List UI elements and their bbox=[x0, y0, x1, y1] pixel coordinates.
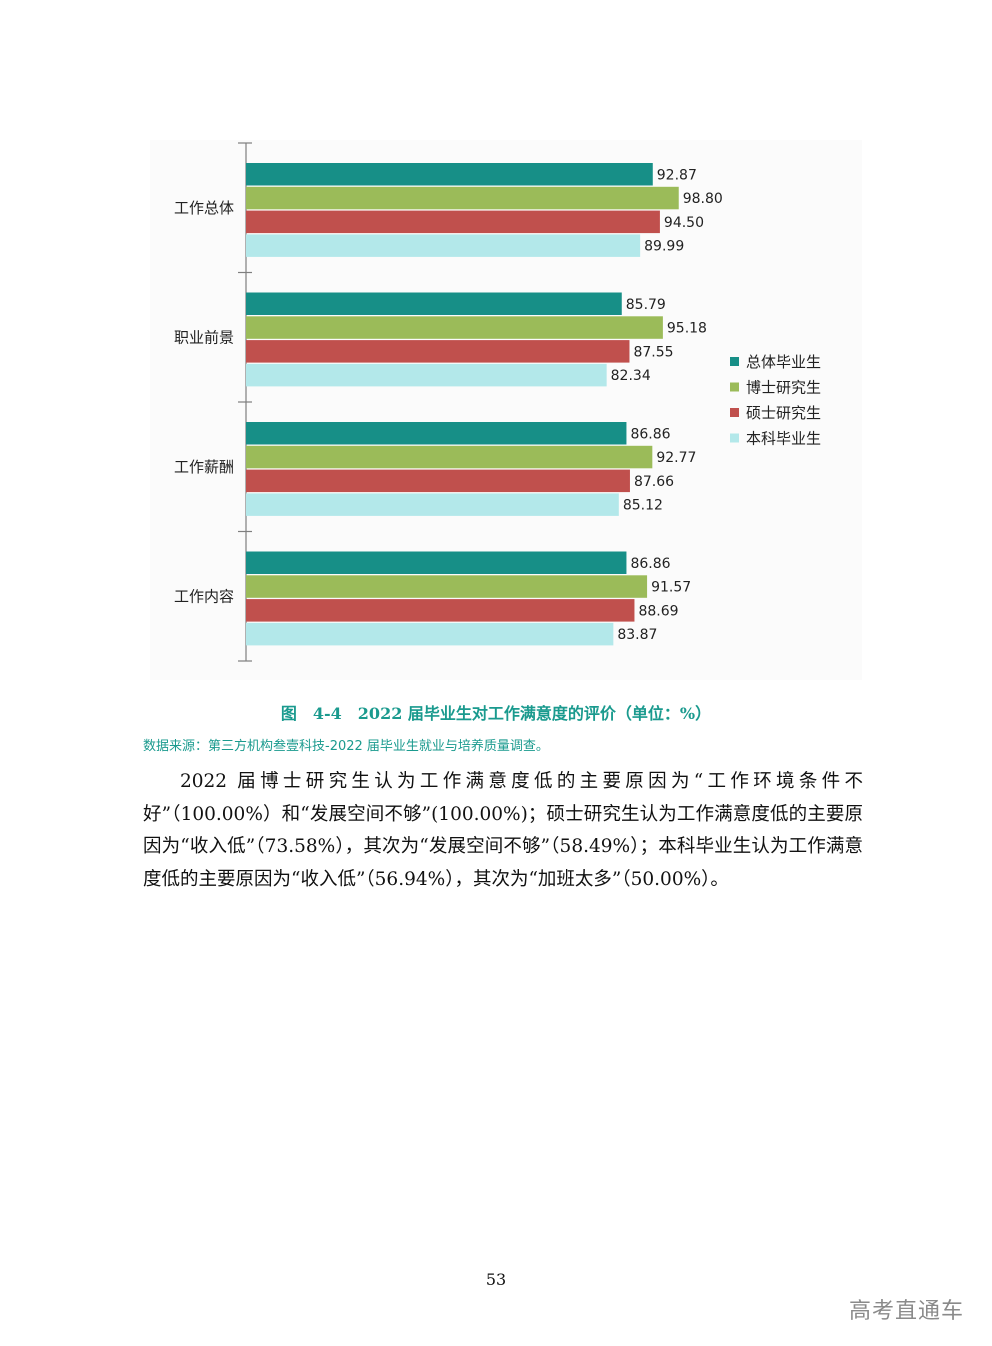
bar bbox=[246, 493, 619, 516]
bar bbox=[246, 234, 641, 257]
legend-label: 博士研究生 bbox=[746, 379, 821, 397]
data-label: 91.57 bbox=[651, 580, 691, 596]
legend-label: 本科毕业生 bbox=[746, 430, 821, 448]
category-label: 工作内容 bbox=[174, 588, 234, 606]
bar bbox=[246, 292, 622, 315]
data-label: 89.99 bbox=[644, 239, 684, 255]
data-label: 87.66 bbox=[634, 474, 674, 490]
bar bbox=[246, 445, 653, 469]
data-source-note: 数据来源：第三方机构叁壹科技-2022 届毕业生就业与培养质量调查。 bbox=[143, 739, 549, 754]
bar bbox=[246, 186, 679, 210]
bar bbox=[246, 316, 663, 339]
bar bbox=[246, 551, 627, 574]
bar bbox=[246, 163, 653, 186]
data-label: 88.69 bbox=[638, 603, 678, 619]
data-label: 85.12 bbox=[623, 498, 663, 514]
category-label: 工作薪酬 bbox=[174, 458, 234, 476]
bar bbox=[246, 599, 635, 622]
figure-caption: 图 4-4 2022 届毕业生对工作满意度的评价（单位：%） bbox=[280, 704, 712, 723]
data-label: 86.86 bbox=[630, 426, 670, 442]
bar bbox=[246, 363, 607, 387]
legend-swatch bbox=[730, 433, 739, 443]
data-label: 95.18 bbox=[667, 321, 707, 337]
data-label: 83.87 bbox=[617, 627, 657, 643]
bar bbox=[246, 422, 627, 445]
data-label: 87.55 bbox=[633, 344, 673, 360]
legend-swatch bbox=[730, 382, 739, 392]
body-paragraph: 2022 届博士研究生认为工作满意度低的主要原因为“工作环境条件不好”（100.… bbox=[143, 771, 863, 890]
watermark-text: 高考直通车 bbox=[848, 1299, 964, 1324]
bar bbox=[246, 469, 630, 493]
bar bbox=[246, 210, 660, 234]
bar bbox=[246, 622, 614, 646]
data-label: 82.34 bbox=[611, 368, 651, 384]
legend-swatch bbox=[730, 357, 739, 366]
page-number: 53 bbox=[485, 1270, 507, 1289]
bar bbox=[246, 340, 630, 363]
category-label: 职业前景 bbox=[174, 329, 234, 347]
legend-label: 总体毕业生 bbox=[746, 353, 821, 371]
data-label: 98.80 bbox=[683, 191, 723, 207]
data-label: 92.77 bbox=[656, 450, 696, 466]
bar bbox=[246, 575, 648, 598]
legend-label: 硕士研究生 bbox=[746, 404, 821, 422]
data-label: 94.50 bbox=[664, 215, 704, 231]
legend-swatch bbox=[730, 408, 739, 417]
data-label: 92.87 bbox=[657, 167, 697, 183]
data-label: 85.79 bbox=[626, 297, 666, 313]
data-label: 86.86 bbox=[630, 556, 670, 572]
category-label: 工作总体 bbox=[174, 199, 234, 217]
